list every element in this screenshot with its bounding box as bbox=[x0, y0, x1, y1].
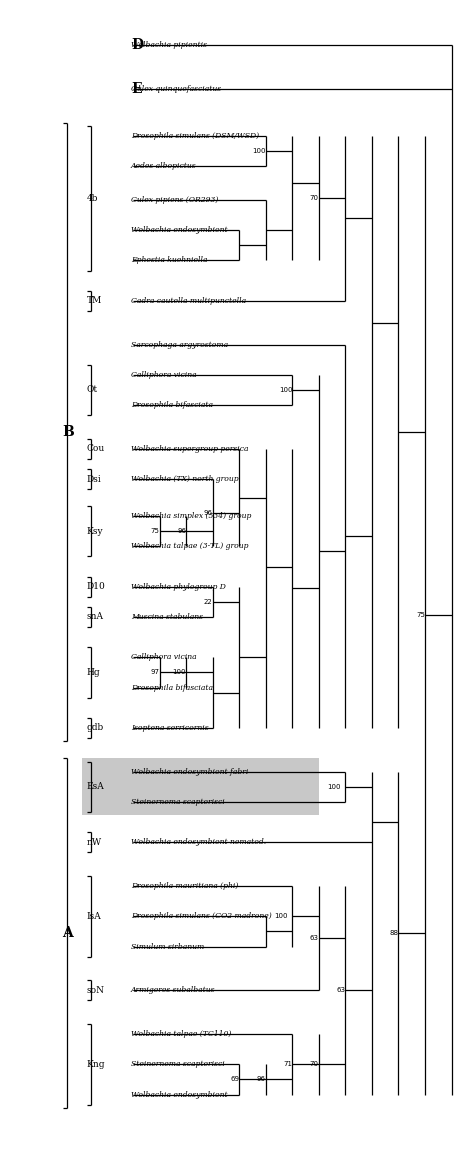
Text: 96: 96 bbox=[204, 509, 213, 516]
Text: Drosophila mauritiana (phi): Drosophila mauritiana (phi) bbox=[131, 882, 238, 890]
Text: 22: 22 bbox=[204, 599, 213, 604]
Text: Dsi: Dsi bbox=[87, 474, 101, 484]
Text: 97: 97 bbox=[151, 669, 160, 675]
Text: Wolbachia pipientis: Wolbachia pipientis bbox=[131, 42, 207, 49]
Text: 63: 63 bbox=[310, 935, 319, 941]
Text: Wolbachia endosymbiont fabri: Wolbachia endosymbiont fabri bbox=[131, 768, 248, 776]
Text: IsA: IsA bbox=[87, 912, 101, 921]
Text: Sarcophaga argyrostoma: Sarcophaga argyrostoma bbox=[131, 341, 228, 348]
Text: 69: 69 bbox=[230, 1076, 239, 1082]
Text: 100: 100 bbox=[328, 784, 341, 790]
Text: 100: 100 bbox=[252, 148, 266, 154]
Text: E: E bbox=[131, 82, 141, 96]
Text: Drosophila bifasciata: Drosophila bifasciata bbox=[131, 683, 213, 691]
Text: 100: 100 bbox=[173, 669, 186, 675]
Text: Wolbachia endosymbiont: Wolbachia endosymbiont bbox=[131, 1090, 228, 1099]
Text: 70: 70 bbox=[310, 1061, 319, 1067]
Text: 88: 88 bbox=[390, 930, 399, 936]
Text: snA: snA bbox=[87, 612, 104, 622]
Text: Cadra cautella multipunctella: Cadra cautella multipunctella bbox=[131, 297, 246, 305]
Text: Steinernema scapterisci: Steinernema scapterisci bbox=[131, 1060, 225, 1068]
Text: Steinernema scapterisci: Steinernema scapterisci bbox=[131, 798, 225, 806]
Text: Wolbachia simplex (534) group: Wolbachia simplex (534) group bbox=[131, 512, 251, 520]
Text: Aedes albopictus: Aedes albopictus bbox=[131, 162, 196, 171]
Text: Wolbachia talpae (3-TL) group: Wolbachia talpae (3-TL) group bbox=[131, 543, 248, 550]
Text: Ephestia kuehniella: Ephestia kuehniella bbox=[131, 256, 207, 264]
Text: EsA: EsA bbox=[87, 782, 104, 791]
Text: Wolbachia phylogroup D: Wolbachia phylogroup D bbox=[131, 582, 226, 590]
Text: 63: 63 bbox=[337, 987, 346, 993]
Text: 96: 96 bbox=[177, 528, 186, 535]
Bar bbox=[82, 759, 319, 815]
Text: Muscina stabulans: Muscina stabulans bbox=[131, 612, 203, 621]
Text: Calliphora vicina: Calliphora vicina bbox=[131, 371, 196, 379]
Text: TM: TM bbox=[87, 296, 102, 305]
Text: gdb: gdb bbox=[87, 724, 104, 732]
Text: D10: D10 bbox=[87, 582, 105, 592]
Text: Drosophila bifasciata: Drosophila bifasciata bbox=[131, 401, 213, 409]
Text: Simulum sirbanum: Simulum sirbanum bbox=[131, 943, 204, 950]
Text: Wolbachia talpae (TC110): Wolbachia talpae (TC110) bbox=[131, 1030, 231, 1038]
Text: Wolbachia supergroup persica: Wolbachia supergroup persica bbox=[131, 444, 248, 452]
Text: Ksy: Ksy bbox=[87, 527, 103, 536]
Text: Culex quinquefasciatus: Culex quinquefasciatus bbox=[131, 85, 221, 93]
Text: nW: nW bbox=[87, 838, 102, 847]
Text: Wolbachia endosymbiont: Wolbachia endosymbiont bbox=[131, 226, 228, 234]
Text: Ot: Ot bbox=[87, 385, 98, 394]
Text: 70: 70 bbox=[310, 195, 319, 202]
Text: Hg: Hg bbox=[87, 668, 100, 677]
Text: soN: soN bbox=[87, 986, 105, 995]
Text: 100: 100 bbox=[274, 913, 288, 920]
Text: D: D bbox=[131, 38, 143, 52]
Text: 75: 75 bbox=[416, 612, 425, 618]
Text: Isoptena serricornis: Isoptena serricornis bbox=[131, 724, 209, 732]
Text: Drosophila simulans (DSM/WSD): Drosophila simulans (DSM/WSD) bbox=[131, 132, 259, 140]
Text: 71: 71 bbox=[283, 1061, 292, 1067]
Text: Kng: Kng bbox=[87, 1060, 105, 1068]
Text: Drosophila simulans (CO2 madrone): Drosophila simulans (CO2 madrone) bbox=[131, 912, 272, 920]
Text: Culex pipiens (OR293): Culex pipiens (OR293) bbox=[131, 196, 218, 204]
Text: Calliphora vicina: Calliphora vicina bbox=[131, 653, 196, 661]
Text: Wolbachia (TX) north group: Wolbachia (TX) north group bbox=[131, 476, 238, 483]
Text: B: B bbox=[62, 425, 74, 438]
Text: Armigeres subalbatus: Armigeres subalbatus bbox=[131, 986, 215, 994]
Text: 96: 96 bbox=[257, 1076, 266, 1082]
Text: A: A bbox=[62, 926, 73, 940]
Text: Cou: Cou bbox=[87, 444, 105, 454]
Text: 4b: 4b bbox=[87, 194, 98, 203]
Text: 100: 100 bbox=[279, 387, 292, 393]
Text: Wolbachia endosymbiont nematod.: Wolbachia endosymbiont nematod. bbox=[131, 839, 266, 847]
Text: 75: 75 bbox=[151, 528, 160, 535]
